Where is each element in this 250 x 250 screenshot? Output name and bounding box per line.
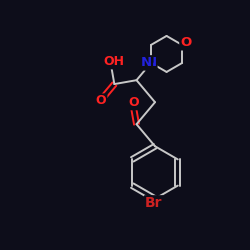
Text: N: N	[146, 56, 156, 70]
Text: O: O	[96, 94, 106, 108]
Text: O: O	[180, 36, 192, 50]
Text: O: O	[128, 96, 138, 109]
Text: N: N	[141, 56, 152, 70]
Text: OH: OH	[103, 55, 124, 68]
Text: Br: Br	[145, 196, 162, 210]
